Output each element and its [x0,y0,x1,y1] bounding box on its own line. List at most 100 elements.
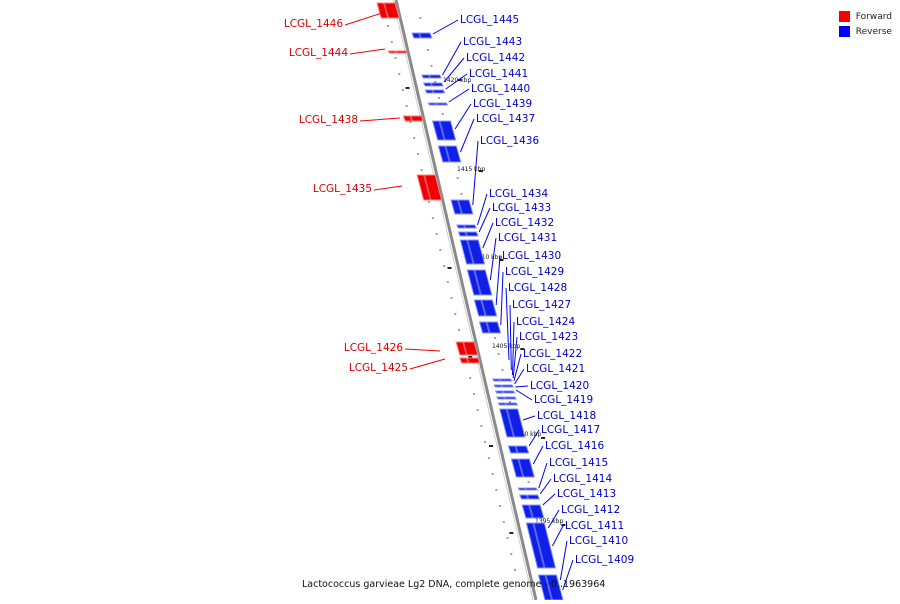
gene-highlight [505,408,515,438]
reverse-gene-label: LCGL_1429 [505,266,564,278]
forward-leader [404,348,441,352]
reverse-leader [432,19,459,35]
reverse-gene-label: LCGL_1409 [575,554,634,566]
forward-gene [416,174,443,201]
reverse-leader [454,103,472,130]
gene-highlight [394,50,398,54]
reverse-leader [559,540,568,581]
gene-highlight [514,445,519,454]
reverse-gene [422,82,444,87]
reverse-gene-label: LCGL_1415 [549,457,608,469]
gene-highlight [434,102,438,106]
reverse-leader [532,445,544,465]
legend-forward-label: Forward [855,11,892,22]
gene-highlight [503,396,506,400]
reverse-gene-label: LCGL_1427 [512,299,571,311]
reverse-gene-label: LCGL_1419 [534,394,593,406]
reverse-leader [489,237,497,281]
reverse-gene [459,239,486,265]
reverse-gene [424,89,446,94]
reverse-gene-label: LCGL_1417 [541,424,600,436]
reverse-gene-label: LCGL_1440 [471,83,530,95]
gene-highlight [438,120,446,141]
reverse-gene [466,269,493,296]
reverse-gene-label: LCGL_1420 [530,380,589,392]
gene-highlight [457,199,463,215]
reverse-gene-label: LCGL_1414 [553,473,612,485]
reverse-gene [494,390,516,394]
reverse-leader [500,271,504,326]
reverse-gene-label: LCGL_1422 [523,348,582,360]
gene-highlight [409,115,414,122]
gene-highlight [431,89,435,94]
reverse-gene [421,74,442,79]
reverse-gene [510,458,535,478]
forward-gene-label: LCGL_1435 [313,183,372,195]
gene-highlight [532,522,546,569]
legend-forward: Forward [838,9,892,24]
reverse-leader [495,255,501,306]
reverse-leader [513,353,522,382]
reverse-leader [445,73,468,90]
reverse-gene [491,378,513,382]
reverse-gene [493,384,515,388]
legend-reverse: Reverse [838,24,892,39]
reverse-gene-label: LCGL_1439 [473,98,532,110]
reverse-gene [525,522,557,569]
reverse-leader [542,493,556,506]
forward-gene-label: LCGL_1426 [344,342,403,354]
reverse-leader [547,509,560,529]
scale-tick-label: 1410 kbp [474,254,502,261]
reverse-gene-label: LCGL_1421 [526,363,585,375]
reverse-swatch [838,26,850,37]
reverse-gene [517,487,539,491]
gene-highlight [444,145,451,163]
reverse-gene [499,408,526,438]
gene-highlight [462,341,468,356]
reverse-gene [519,494,541,500]
gene-highlight [528,504,534,519]
reverse-gene-label: LCGL_1431 [498,232,557,244]
reverse-leader [443,57,465,83]
gene-highlight [525,494,530,500]
reverse-gene-label: LCGL_1424 [516,316,575,328]
reverse-leader [512,336,518,379]
reverse-gene-label: LCGL_1416 [545,440,604,452]
reverse-gene-label: LCGL_1442 [466,52,525,64]
gene-highlight [383,2,390,19]
reverse-leader [539,478,552,495]
reverse-gene [456,224,477,229]
genome-caption: Lactococcus garvieae Lg2 DNA, complete g… [302,579,606,590]
forward-gene [402,115,424,122]
gene-highlight [465,357,470,364]
forward-gene-label: LCGL_1446 [284,18,343,30]
backbone-line [394,0,538,601]
scale-tick-label: 1400 kbp [513,431,541,438]
reverse-gene-label: LCGL_1423 [519,331,578,343]
gene-highlight [466,239,475,265]
reverse-gene-label: LCGL_1437 [476,113,535,125]
forward-leader [373,185,403,191]
reverse-gene [478,321,502,334]
forward-gene [387,50,409,54]
forward-leader [349,48,386,55]
reverse-gene-label: LCGL_1445 [460,14,519,26]
reverse-leader [509,304,512,371]
forward-leader [409,358,446,370]
gene-highlight [485,321,491,334]
reverse-gene-label: LCGL_1441 [469,68,528,80]
gene-highlight [504,402,508,406]
gene-highlight [517,458,525,478]
gene-highlight [501,390,505,394]
gene-highlight [498,378,502,382]
legend-reverse-label: Reverse [855,26,892,37]
reverse-gene-label: LCGL_1418 [537,410,596,422]
reverse-gene [431,120,457,141]
gene-highlight [480,299,487,317]
reverse-gene [427,102,449,106]
forward-swatch [838,11,850,22]
gene-highlight [473,269,482,296]
reverse-leader [551,525,564,547]
reverse-gene [450,199,474,215]
gene-highlight [429,82,433,87]
